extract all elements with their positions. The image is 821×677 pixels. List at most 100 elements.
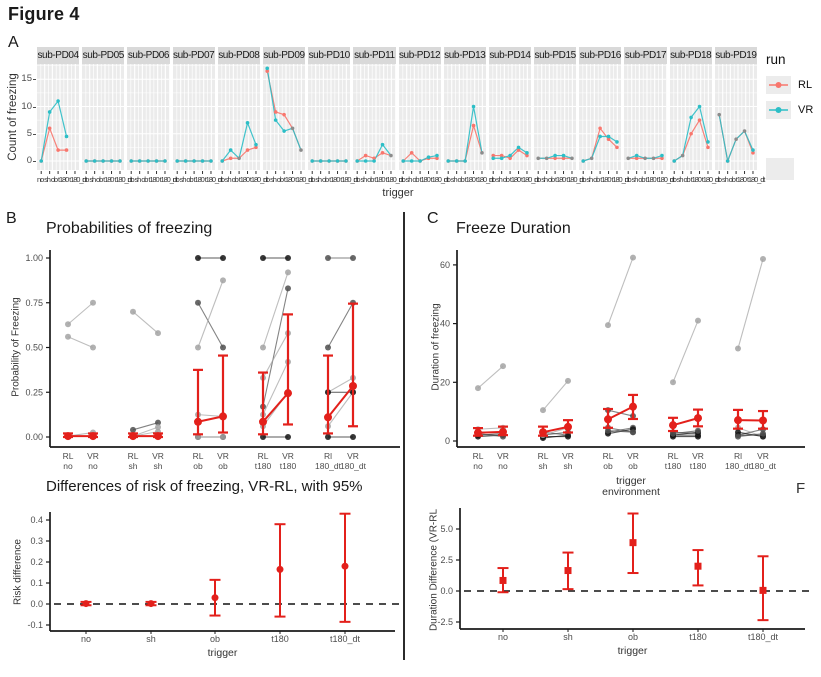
series-line-rl [40, 126, 67, 162]
point-rl [372, 156, 377, 161]
facet-plot [669, 64, 712, 174]
mean-point-rl [734, 416, 742, 425]
x-run-label: RL [258, 451, 269, 461]
facet-panel-background [217, 64, 260, 170]
point-vr [245, 121, 250, 125]
point-rl [508, 156, 512, 161]
rl-line-dot-icon [766, 76, 791, 94]
x-trigger-label: ob [628, 461, 638, 471]
facet-strip-label: sub-PD05 [82, 47, 125, 64]
y-tick-label: -2.5 [437, 617, 453, 627]
pair-line [737, 428, 764, 436]
facet-strip-label: sub-PD13 [443, 47, 486, 64]
x-trigger-label: t180 [280, 461, 297, 471]
point-overlap [237, 156, 241, 161]
mean-point-vr [349, 381, 357, 390]
x-run-label: RL [538, 451, 549, 461]
mean-line [262, 392, 289, 423]
x-run-label: VR [87, 451, 99, 461]
y-tick-label: 0.0 [440, 586, 453, 596]
panel-a-label: A [8, 34, 19, 51]
data-point [629, 539, 637, 547]
facet-plot [579, 64, 622, 174]
x-tick-label: t180 [271, 634, 289, 644]
data-point [82, 600, 90, 608]
facet-sub-PD05: sub-PD05 no sh ob t180 t180_dt [82, 47, 133, 184]
mean-line [477, 430, 504, 434]
facet-plot [37, 64, 80, 174]
point-vr [118, 159, 122, 163]
risk-difference-chart: -0.1 0.0 0.1 0.2 0.3 0.4 no sh ob t180 t180_dttrig… [27, 512, 403, 659]
x-run-label: VR [692, 451, 704, 461]
point-vr [462, 159, 467, 163]
facet-strip-label: sub-PD10 [308, 47, 351, 64]
y-tick-label: -0.1 [27, 620, 43, 630]
pair-point-vr [155, 330, 161, 337]
facet-panel-background [262, 64, 306, 170]
pair-line [262, 288, 289, 407]
point-vr [265, 66, 269, 71]
pair-point-rl [735, 433, 741, 440]
pair-point-rl [475, 385, 481, 392]
point-vr [138, 159, 142, 163]
y-tick-label: 0.3 [30, 536, 43, 546]
point-vr [499, 156, 504, 161]
vr-line-dot-icon [766, 101, 791, 119]
x-tick-label: sh [563, 632, 573, 642]
pair-line [542, 380, 569, 411]
legend-item-vr: VR [766, 101, 821, 119]
x-trigger-label: no [473, 461, 483, 471]
legend-title: run [766, 52, 786, 67]
data-point [211, 594, 219, 602]
point-rl [64, 148, 69, 152]
panel-a-x-axis-label: trigger [382, 187, 414, 199]
mean-point-rl [129, 432, 137, 441]
pair-point-rl [325, 344, 331, 351]
facet-x-tick-labels: no sh ob t180 t180_dt [579, 175, 630, 184]
mean-point-rl [194, 417, 202, 426]
pair-line [262, 332, 289, 379]
x-tick-label: sh [146, 634, 156, 644]
pair-point-vr [350, 255, 356, 261]
facet-sub-PD13: sub-PD13 no sh ob t180 t180_dt [443, 47, 494, 184]
facet-x-tick-labels: no sh ob t180 t180_dt [127, 175, 178, 184]
facet-sub-PD14: sub-PD14 no sh ob t180 t180_dt [488, 47, 539, 184]
x-trigger-label: 180_dt [315, 461, 342, 471]
point-rl [499, 153, 504, 158]
facet-panel-background [443, 64, 486, 170]
pair-line [607, 257, 634, 326]
facet-plot [398, 64, 441, 174]
pair-line [477, 365, 504, 389]
facet-strip-label: sub-PD15 [534, 47, 577, 64]
y-tick-label: 60 [440, 260, 450, 270]
x-run-label: VR [757, 451, 769, 461]
facet-sub-PD18: sub-PD18 no sh ob t180 t180_dt [669, 47, 720, 184]
facet-sub-PD12: sub-PD12 no sh ob t180 t180_dt [398, 47, 449, 184]
pair-line [327, 302, 354, 348]
pair-point-rl [735, 429, 741, 436]
facet-strip-label: sub-PD14 [488, 47, 532, 64]
panel-b-top-title: Probabilities of freezing [46, 220, 213, 237]
series-line-vr [40, 99, 68, 162]
x-run-label: RL [603, 451, 614, 461]
facet-x-tick-labels: no sh ob t180 t180_dt [308, 175, 359, 184]
point-overlap [590, 156, 594, 161]
pair-point-rl [540, 407, 546, 414]
pair-point-vr [155, 419, 161, 426]
mean-point-vr [154, 432, 162, 441]
panel-divider-line [403, 212, 405, 660]
pair-point-rl [605, 322, 611, 329]
facet-x-tick-labels: no sh ob t180 t180_dt [714, 175, 766, 184]
point-vr [553, 153, 557, 158]
point-vr [335, 159, 340, 163]
facet-x-tick-labels: no sh ob t180 t180_dt [262, 175, 314, 184]
x-trigger-label: sh [564, 461, 573, 471]
facet-strip-label: sub-PD16 [579, 47, 622, 64]
point-vr [327, 159, 332, 163]
pair-line [132, 426, 159, 437]
y-tick-mark [33, 79, 36, 81]
pair-line [197, 302, 224, 348]
pair-line [262, 361, 289, 415]
point-vr [39, 159, 44, 163]
facet-panel-background [714, 64, 757, 170]
